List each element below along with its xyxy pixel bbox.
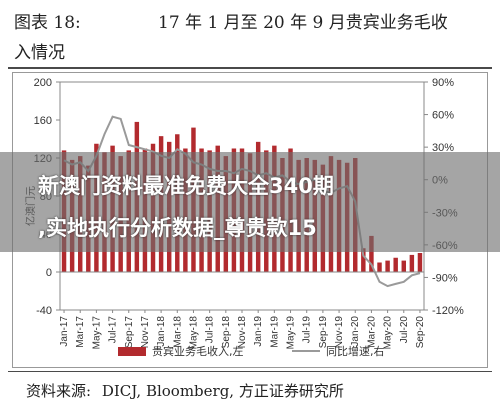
y-tick-label: 0 xyxy=(46,267,52,279)
y-tick-label: 160 xyxy=(34,115,52,127)
x-tick-label: Jan-17 xyxy=(59,316,70,347)
y2-tick-label: -120% xyxy=(432,305,464,317)
overlay-headline-line1[interactable]: 新澳门资料最准免费大全340期 xyxy=(38,174,334,198)
x-tick-label: Mar-19 xyxy=(269,316,280,348)
figure-title-line2: 入情况 xyxy=(14,43,65,63)
x-tick-label: Nov-17 xyxy=(140,316,151,349)
x-tick-label: Nov-18 xyxy=(237,316,248,349)
x-tick-label: Jul-19 xyxy=(302,316,313,344)
x-tick-label: Jul-17 xyxy=(108,316,119,344)
top-rule xyxy=(8,67,492,69)
x-tick-label: May-19 xyxy=(286,316,297,350)
x-tick-label: Jan-20 xyxy=(350,316,361,347)
x-tick-label: Sep-20 xyxy=(415,316,426,349)
x-tick-label: Jul-20 xyxy=(399,316,410,344)
source-label: 资料来源: xyxy=(26,382,92,400)
figure-title-line1: 17 年 1 月至 20 年 9 月贵宾业务毛收 xyxy=(158,13,448,33)
overlay-banner[interactable]: 新澳门资料最准免费大全340期 ,实地执行分析数据_尊贵款15 xyxy=(0,152,500,252)
x-tick-label: Jan-18 xyxy=(156,316,167,347)
bar xyxy=(409,254,415,272)
x-tick-label: Mar-18 xyxy=(172,316,183,348)
x-tick-label: May-18 xyxy=(188,316,199,350)
source-note: 资料来源: DICJ, Bloomberg, 方正证券研究所 xyxy=(26,380,344,401)
y2-tick-label: 60% xyxy=(432,110,454,122)
x-tick-label: May-17 xyxy=(91,316,102,350)
y-tick-label: -40 xyxy=(36,305,52,317)
bar xyxy=(369,235,374,272)
legend-bar-label: 贵宾业务毛收入,左 xyxy=(152,344,244,358)
source-text: DICJ, Bloomberg, 方正证券研究所 xyxy=(101,382,344,400)
y2-tick-label: -90% xyxy=(432,272,458,284)
y-tick-label: 200 xyxy=(34,77,52,89)
y2-tick-label: 30% xyxy=(432,142,454,154)
legend-line-label: 同比增速,右 xyxy=(326,344,385,358)
x-tick-label: Sep-19 xyxy=(318,316,329,349)
bar xyxy=(417,253,423,272)
bar xyxy=(385,260,390,272)
x-tick-label: Sep-17 xyxy=(124,316,135,349)
bar xyxy=(361,248,366,272)
bar xyxy=(393,257,398,272)
overlay-headline-line2[interactable]: ,实地执行分析数据_尊贵款15 xyxy=(38,216,317,240)
x-tick-label: May-20 xyxy=(383,316,394,350)
figure-title: 图表 18: 17 年 1 月至 20 年 9 月贵宾业务毛收 入情况 xyxy=(8,4,496,64)
bar xyxy=(401,260,407,272)
legend-bar-swatch xyxy=(118,347,146,356)
x-tick-label: Mar-17 xyxy=(75,316,86,348)
y2-tick-label: 90% xyxy=(432,77,454,89)
x-tick-label: Nov-19 xyxy=(334,316,345,349)
x-tick-label: Mar-20 xyxy=(366,316,377,348)
x-tick-label: Sep-18 xyxy=(221,316,232,349)
bottom-rule xyxy=(8,371,492,372)
figure-label: 图表 18: xyxy=(14,13,81,33)
x-tick-label: Jul-18 xyxy=(205,316,216,344)
bar xyxy=(377,262,382,272)
x-tick-label: Jan-19 xyxy=(253,316,264,347)
